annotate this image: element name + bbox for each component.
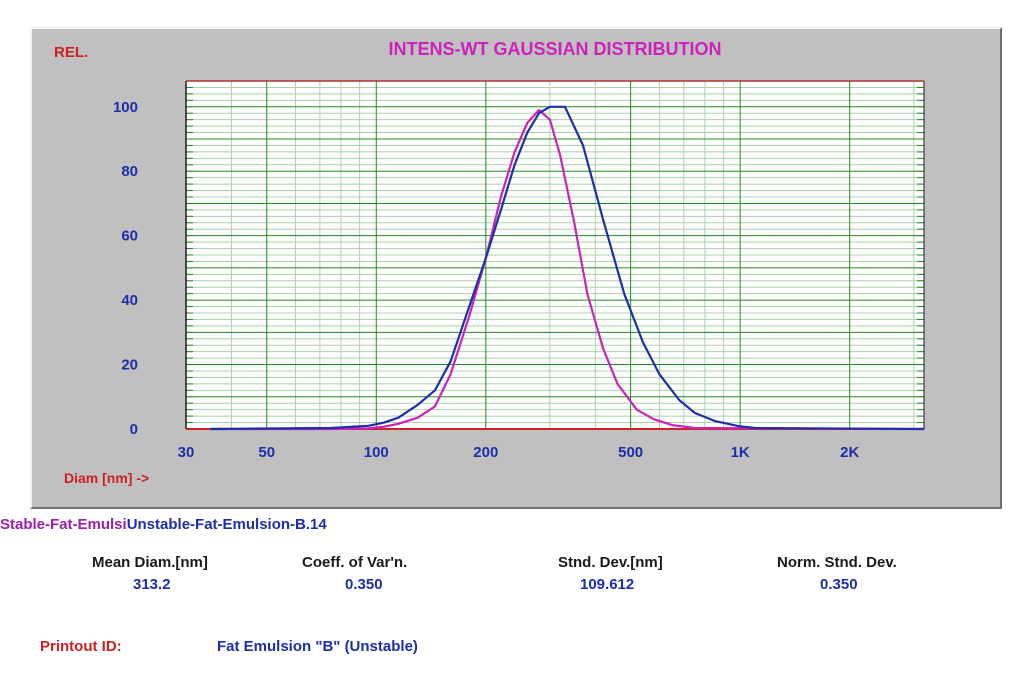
- y-tick-label: 60: [121, 228, 138, 245]
- y-axis-label: REL.: [54, 44, 88, 61]
- stable-sample-name: Stable-Fat-Emulsi: [0, 516, 127, 533]
- x-tick-label: 1K: [731, 444, 750, 461]
- series-line-2: [210, 105, 925, 431]
- stat-value-coeff-var: 0.350: [345, 576, 383, 593]
- x-tick-label: 500: [618, 444, 643, 461]
- x-tick-label: 30: [178, 444, 195, 461]
- stat-label-stnd-dev: Stnd. Dev.[nm]: [558, 554, 663, 571]
- y-tick-label: 20: [121, 357, 138, 374]
- printout-id-label: Printout ID:: [40, 638, 122, 655]
- stat-label-coeff-var: Coeff. of Var'n.: [302, 554, 408, 571]
- chart-svg: 0 20 40 60 80 100 30 50 100 200 500 1K 2K INTENS-WT G…: [54, 39, 925, 486]
- x-axis-label: Diam [nm] ->: [64, 470, 149, 486]
- stat-label-norm-stnd-dev: Norm. Stnd. Dev.: [777, 554, 897, 571]
- stat-label-mean-diam: Mean Diam.[nm]: [92, 554, 208, 571]
- y-tick-label: 80: [121, 163, 138, 180]
- x-tick-label: 50: [258, 444, 275, 461]
- stat-value-stnd-dev: 109.612: [580, 576, 635, 593]
- series-line-1: [210, 108, 925, 431]
- y-tick-label: 100: [113, 99, 138, 116]
- x-tick-label: 2K: [840, 444, 859, 461]
- stat-value-norm-stnd-dev: 0.350: [820, 576, 858, 593]
- unstable-sample-name: Unstable-Fat-Emulsion-B.14: [126, 516, 327, 533]
- chart-title: INTENS-WT GAUSSIAN DISTRIBUTION: [389, 39, 722, 59]
- x-tick-label: 100: [364, 444, 389, 461]
- stat-value-mean-diam: 313.2: [133, 576, 171, 593]
- y-tick-label: 0: [130, 421, 138, 438]
- x-tick-label: 200: [473, 444, 498, 461]
- sample-names: Stable-Fat-EmulsiUnstable-Fat-Emulsion-B…: [0, 516, 327, 533]
- printout-id-value: Fat Emulsion "B" (Unstable): [217, 638, 418, 655]
- y-tick-label: 40: [121, 292, 138, 309]
- chart-panel: 0 20 40 60 80 100 30 50 100 200 500 1K 2K INTENS-WT G…: [30, 27, 1002, 509]
